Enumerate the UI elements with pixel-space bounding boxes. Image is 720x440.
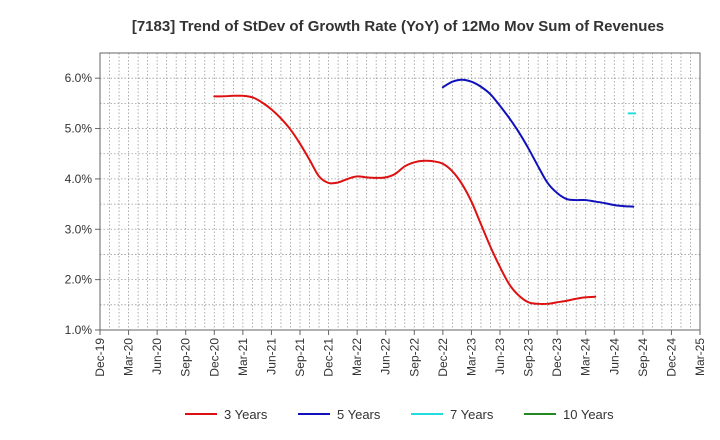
y-tick-label: 6.0% [65,71,93,85]
x-tick-label: Mar-23 [464,338,478,376]
x-tick-label: Dec-19 [93,338,107,377]
x-tick-label: Mar-20 [122,338,136,376]
legend-label: 7 Years [450,407,494,422]
grid [100,53,700,330]
x-tick-labels: Dec-19 Mar-20 Jun-20 Sep-20 Dec-20 Mar-21 Jun-… [93,338,707,377]
x-tick-label: Mar-24 [579,338,593,376]
legend-label: 5 Years [337,407,381,422]
x-tick-label: Sep-24 [636,338,650,377]
x-tick-label: Jun-21 [264,338,278,375]
legend-label: 10 Years [563,407,614,422]
series-lines [213,78,637,305]
x-tick-label: Sep-23 [522,338,536,377]
legend-label: 3 Years [224,407,268,422]
y-tick-labels: 1.0% 2.0% 3.0% 4.0% 5.0% 6.0% [65,71,93,337]
y-tick-label: 1.0% [65,323,93,337]
plot-frame [99,52,701,331]
axes [95,52,701,335]
y-tick-label: 2.0% [65,273,93,287]
x-tick-label: Dec-21 [322,338,336,377]
x-tick-label: Jun-20 [150,338,164,375]
x-tick-label: Jun-23 [493,338,507,375]
x-tick-label: Sep-22 [407,338,421,377]
x-tick-label: Dec-20 [207,338,221,377]
x-tick-label: Sep-21 [293,338,307,377]
x-tick-label: Dec-24 [664,338,678,377]
x-tick-label: Dec-22 [436,338,450,377]
series-line-3-years [213,94,597,305]
x-tick-label: Jun-22 [379,338,393,375]
legend: 3 Years 5 Years 7 Years 10 Years [185,407,614,422]
x-tick-label: Dec-23 [550,338,564,377]
series-line-5-years [441,78,635,208]
y-tick-label: 3.0% [65,222,93,236]
y-tick-label: 4.0% [65,172,93,186]
chart-title: [7183] Trend of StDev of Growth Rate (Yo… [132,18,664,35]
x-tick-label: Sep-20 [179,338,193,377]
x-tick-label: Mar-25 [693,338,707,376]
x-tick-label: Mar-22 [350,338,364,376]
x-tick-label: Mar-21 [236,338,250,376]
y-tick-label: 5.0% [65,122,93,136]
x-tick-label: Jun-24 [607,338,621,375]
